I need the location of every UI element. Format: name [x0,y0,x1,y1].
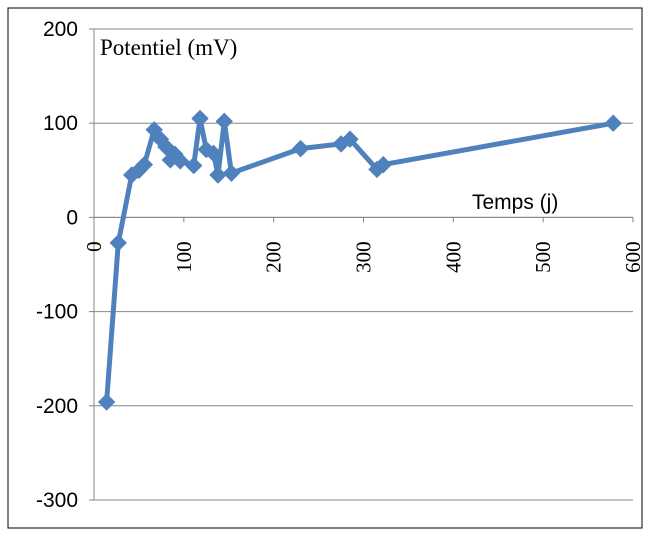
x-tick-label: 100 [172,241,196,273]
x-tick-label: 0 [82,241,106,252]
data-point [341,130,359,148]
y-tick-label: -200 [36,395,78,418]
data-point [222,164,241,182]
data-point [191,109,209,128]
labels: Potentiel (mV) Temps (j) [100,35,558,214]
x-tick-label: 600 [621,241,645,273]
data-point [171,152,189,170]
axes: 200 100 0 -100 -200 -300 0 100 200 300 400 500 600 [36,18,645,512]
data-point [291,139,310,158]
chart-area-border [7,7,643,529]
data-point [204,144,223,163]
y-tick-label: 200 [43,18,78,41]
y-tick-label: 100 [43,112,78,135]
data-point [604,114,622,132]
data-series [97,109,622,411]
data-point [109,234,127,252]
data-point [97,393,116,411]
data-point [215,112,233,131]
y-tick-label: -100 [36,301,78,324]
data-point [135,155,154,174]
y-tick-label: 0 [66,206,78,229]
x-tick-label: 500 [531,241,555,273]
x-tick-label: 300 [352,241,376,273]
x-tick-label: 200 [262,241,286,273]
data-point [209,166,227,184]
x-tick-label: 400 [441,241,465,273]
y-axis-label: Potentiel (mV) [100,35,237,60]
x-axis-label: Temps (j) [472,191,558,214]
y-tick-label: -300 [36,489,78,512]
data-point [185,156,203,175]
data-point [374,155,392,174]
